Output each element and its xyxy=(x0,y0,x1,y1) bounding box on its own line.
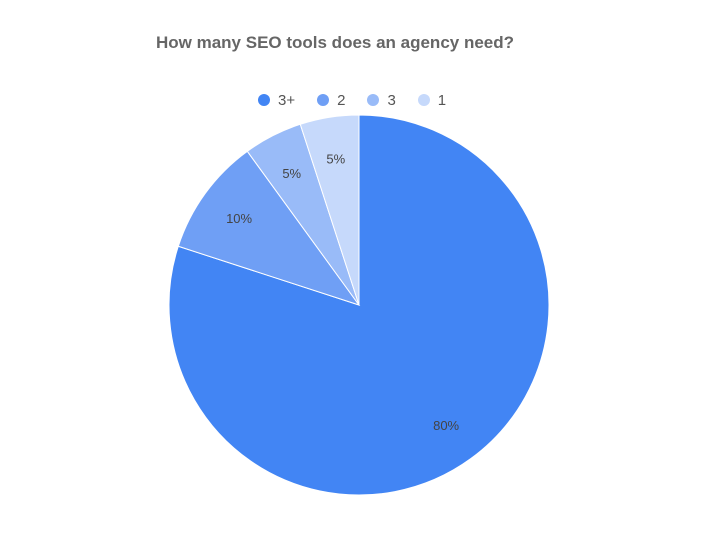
legend-swatch xyxy=(417,94,430,106)
slice-data-label: 80% xyxy=(433,418,459,433)
legend-label: 3 xyxy=(387,91,396,109)
legend-swatch xyxy=(258,94,270,106)
slice-data-label: 5% xyxy=(282,166,301,181)
legend-item-3[interactable]: 3 xyxy=(367,91,396,109)
pie-slice-1[interactable] xyxy=(299,114,360,306)
legend-item-1[interactable]: 1 xyxy=(417,91,447,109)
pie-slice-3plus[interactable] xyxy=(168,114,550,496)
legend-swatch xyxy=(367,94,380,106)
slice-data-label: 10% xyxy=(226,211,252,226)
legend-swatch xyxy=(317,94,330,106)
legend-item-2[interactable]: 2 xyxy=(317,92,345,109)
pie-slice-2[interactable] xyxy=(177,150,361,306)
chart-title: How many SEO tools does an agency need? xyxy=(155,33,515,52)
legend-label: 1 xyxy=(437,91,447,109)
legend-label: 3+ xyxy=(278,91,296,109)
slice-data-label: 5% xyxy=(326,152,345,167)
legend-item-3plus[interactable]: 3+ xyxy=(258,92,295,109)
legend: 3+ 2 3 1 xyxy=(258,91,468,109)
legend-label: 2 xyxy=(337,91,346,109)
